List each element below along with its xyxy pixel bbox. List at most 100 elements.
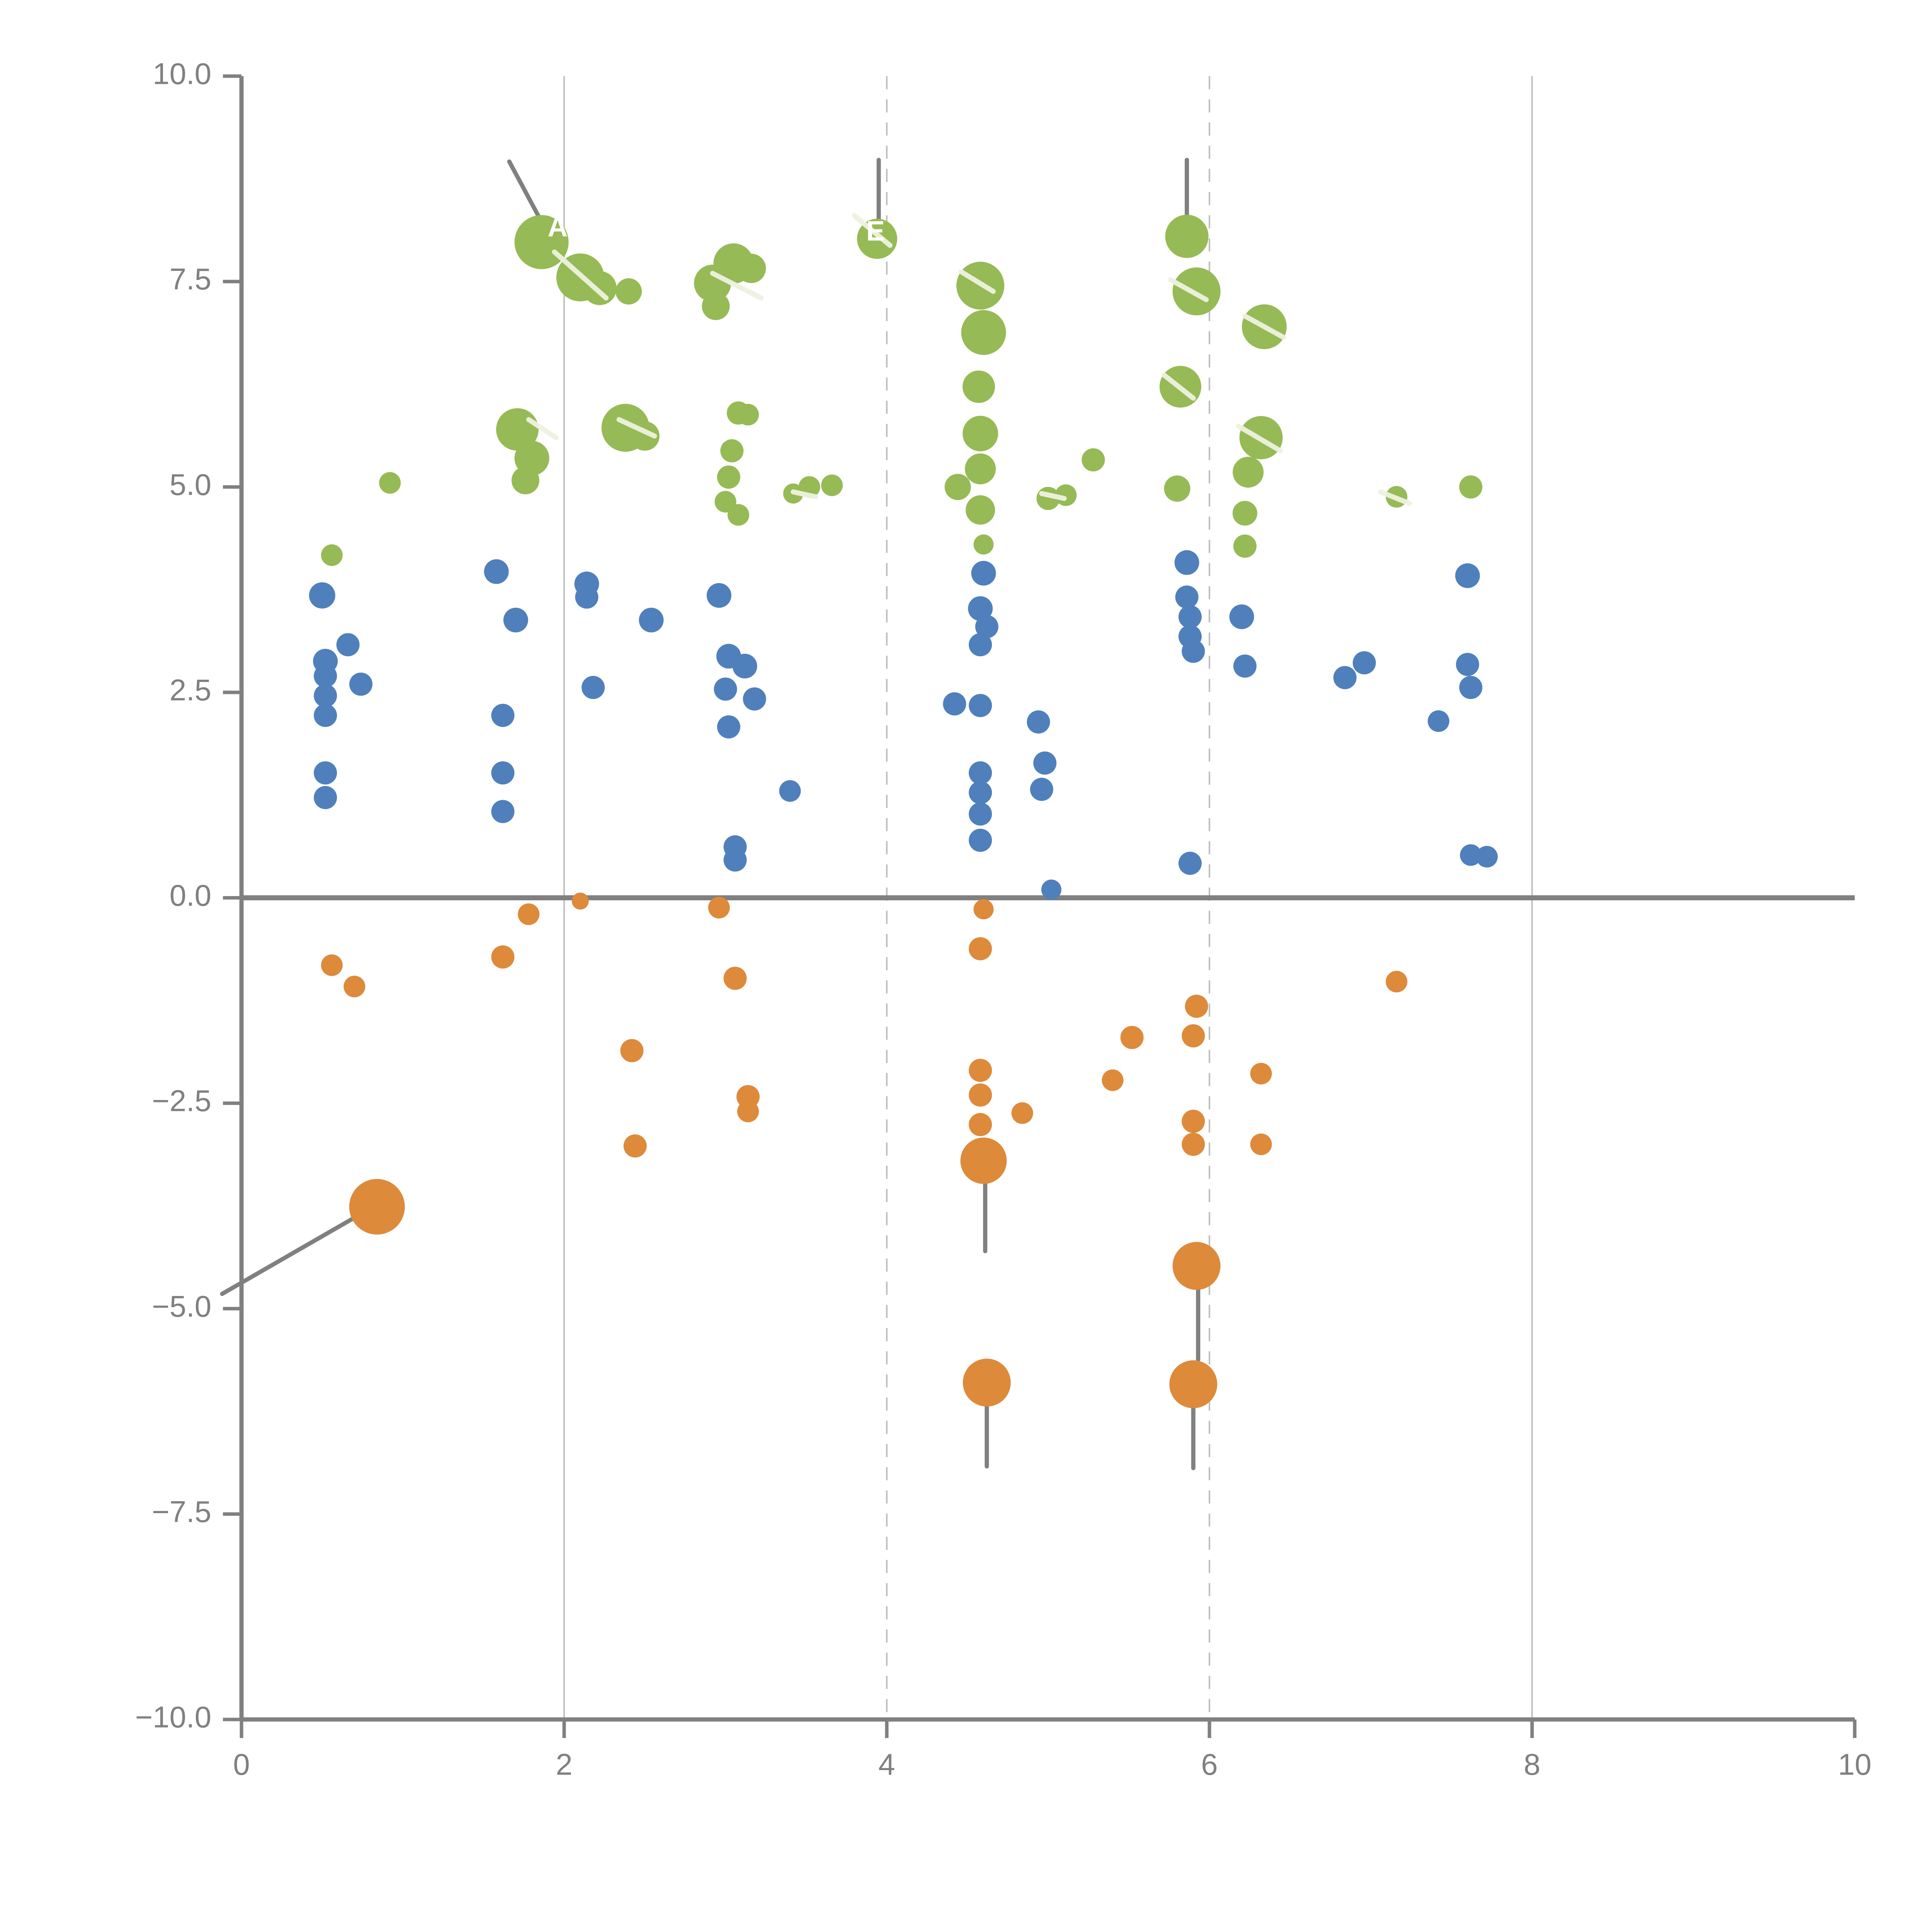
data-point-green[interactable] [1232, 501, 1257, 526]
data-point-orange[interactable] [708, 897, 730, 919]
data-point-blue[interactable] [582, 676, 605, 699]
data-point-blue[interactable] [969, 761, 992, 785]
data-point-orange[interactable] [623, 1134, 647, 1158]
data-point-green[interactable] [944, 474, 971, 500]
data-point-blue[interactable] [714, 677, 737, 701]
data-point-green[interactable] [379, 472, 401, 494]
data-point-green[interactable] [963, 416, 998, 452]
data-point-orange[interactable] [1011, 1102, 1033, 1124]
data-point-green[interactable] [962, 370, 995, 403]
data-point-orange[interactable] [973, 899, 994, 920]
data-point-blue[interactable] [1460, 844, 1482, 866]
data-point-blue[interactable] [975, 615, 998, 638]
data-point-orange[interactable] [518, 903, 540, 925]
data-point-blue[interactable] [491, 800, 515, 823]
data-point-orange[interactable] [963, 1359, 1011, 1407]
data-point-blue[interactable] [1455, 563, 1480, 588]
data-point-orange[interactable] [1185, 995, 1208, 1018]
data-point-blue[interactable] [314, 786, 337, 810]
data-point-green[interactable] [973, 534, 994, 555]
data-point-blue[interactable] [1175, 585, 1199, 609]
data-point-blue[interactable] [314, 684, 337, 707]
data-point-orange[interactable] [1120, 1026, 1144, 1049]
data-point-green[interactable] [965, 453, 996, 485]
data-point-blue[interactable] [309, 582, 335, 609]
data-point-orange[interactable] [969, 937, 992, 961]
data-point-orange[interactable] [491, 945, 515, 969]
data-point-blue[interactable] [969, 633, 992, 656]
data-point-orange[interactable] [571, 893, 589, 910]
data-point-blue[interactable] [1352, 651, 1376, 675]
data-point-orange[interactable] [969, 1113, 992, 1136]
data-point-blue[interactable] [1027, 710, 1050, 734]
data-point-blue[interactable] [969, 781, 992, 804]
data-point-blue[interactable] [1041, 879, 1061, 900]
data-point-blue[interactable] [706, 583, 731, 608]
data-point-green[interactable] [511, 466, 539, 495]
data-point-orange[interactable] [1102, 1069, 1124, 1091]
data-point-orange[interactable] [1182, 1024, 1205, 1048]
data-point-blue[interactable] [1476, 846, 1498, 868]
data-point-blue[interactable] [1233, 654, 1257, 678]
data-point-blue[interactable] [717, 715, 740, 739]
data-point-green[interactable] [727, 504, 749, 526]
data-point-blue[interactable] [1033, 751, 1057, 775]
data-point-blue[interactable] [779, 780, 801, 802]
data-point-blue[interactable] [1229, 604, 1254, 629]
data-point-green[interactable] [717, 465, 740, 489]
data-point-green[interactable] [1165, 214, 1209, 258]
data-point-blue[interactable] [1182, 639, 1205, 663]
data-point-green[interactable] [1459, 475, 1483, 499]
data-point-blue[interactable] [969, 802, 992, 826]
data-point-blue[interactable] [1456, 653, 1479, 676]
data-point-orange[interactable] [620, 1039, 644, 1063]
data-point-green[interactable] [702, 292, 730, 320]
data-point-green[interactable] [616, 278, 642, 305]
data-point-orange[interactable] [737, 1100, 759, 1122]
data-point-blue[interactable] [968, 596, 993, 621]
data-point-blue[interactable] [314, 761, 337, 785]
data-point-blue[interactable] [491, 704, 515, 727]
data-point-blue[interactable] [1030, 777, 1053, 801]
data-point-orange[interactable] [723, 966, 747, 990]
data-point-blue[interactable] [639, 607, 664, 633]
data-point-green[interactable] [736, 253, 766, 283]
data-point-blue[interactable] [732, 653, 757, 679]
data-point-orange[interactable] [960, 1137, 1007, 1184]
data-point-blue[interactable] [503, 607, 528, 633]
data-point-blue[interactable] [314, 664, 337, 688]
data-point-green[interactable] [1082, 448, 1105, 472]
data-point-green[interactable] [720, 439, 744, 463]
data-point-blue[interactable] [575, 585, 599, 609]
data-point-blue[interactable] [1333, 666, 1357, 689]
data-point-orange[interactable] [969, 1083, 992, 1107]
data-point-orange[interactable] [1386, 971, 1408, 993]
data-point-green[interactable] [321, 544, 343, 566]
data-point-orange[interactable] [1182, 1133, 1205, 1156]
data-point-blue[interactable] [743, 687, 766, 711]
data-point-blue[interactable] [723, 848, 747, 872]
data-point-green[interactable] [737, 404, 759, 426]
data-point-green[interactable] [966, 495, 995, 525]
data-point-green[interactable] [821, 474, 843, 496]
data-point-green[interactable] [961, 310, 1006, 355]
data-point-orange[interactable] [1172, 1242, 1221, 1290]
data-point-orange[interactable] [1182, 1109, 1205, 1133]
data-point-green[interactable] [582, 271, 617, 305]
data-point-orange[interactable] [349, 1179, 405, 1235]
data-point-blue[interactable] [943, 692, 966, 716]
data-point-blue[interactable] [349, 672, 372, 696]
data-point-orange[interactable] [969, 1059, 992, 1082]
data-point-blue[interactable] [969, 828, 992, 852]
data-point-green[interactable] [1164, 475, 1190, 502]
data-point-blue[interactable] [969, 694, 992, 717]
data-point-blue[interactable] [491, 761, 515, 785]
data-point-orange[interactable] [1169, 1360, 1218, 1408]
data-point-green[interactable] [1233, 456, 1264, 488]
data-point-orange[interactable] [344, 976, 366, 998]
data-point-green[interactable] [1055, 484, 1077, 506]
data-point-orange[interactable] [1250, 1063, 1272, 1085]
data-point-blue[interactable] [336, 633, 360, 656]
data-point-blue[interactable] [314, 704, 337, 727]
data-point-blue[interactable] [971, 561, 996, 586]
